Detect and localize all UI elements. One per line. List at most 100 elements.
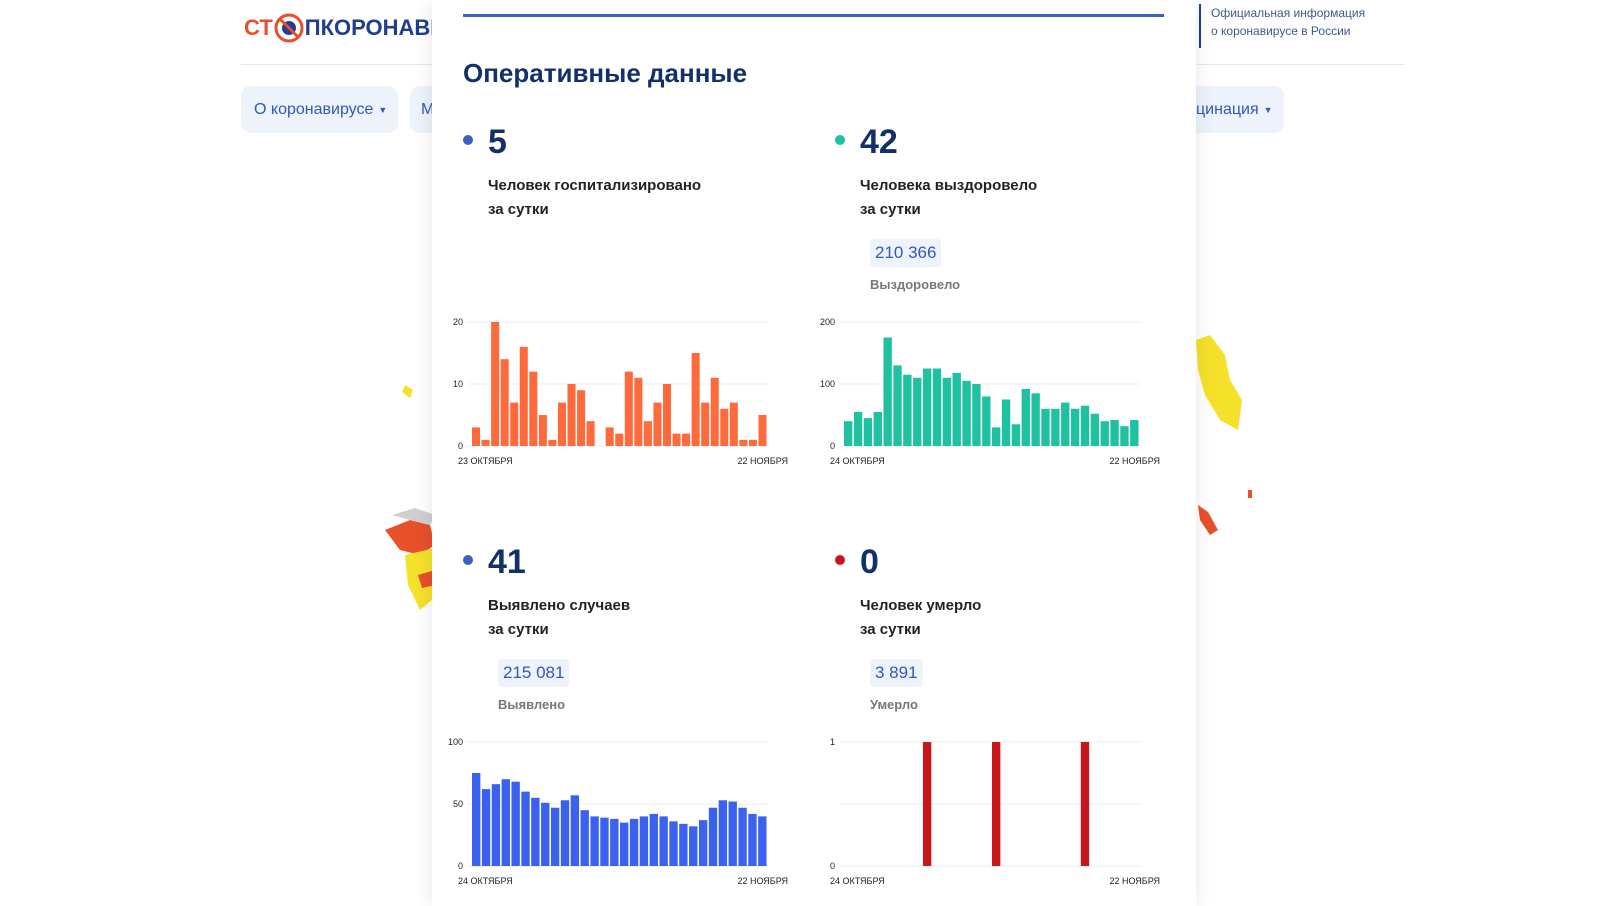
bar (481, 789, 491, 866)
bar (586, 421, 595, 446)
bar (701, 402, 710, 446)
bar (1110, 419, 1119, 446)
recovered-chart: 0 100 200 24 ОКТЯБРЯ 22 НОЯБРЯ (820, 317, 1160, 466)
modal-title: Оперативные данные (463, 58, 748, 88)
stat-label-line2: за сутки (488, 201, 549, 218)
y-tick-label: 0 (830, 441, 835, 451)
bar (1001, 399, 1011, 446)
y-tick-label: 200 (820, 317, 835, 327)
x-end-label: 22 НОЯБРЯ (737, 876, 788, 886)
bar (472, 427, 481, 446)
bar (669, 821, 678, 866)
bar (728, 801, 737, 866)
bar (720, 408, 729, 446)
bar (510, 402, 519, 446)
bar (653, 402, 662, 446)
bar (1100, 421, 1109, 446)
cases-chart: 0 50 100 24 ОКТЯБРЯ 22 НОЯБРЯ (448, 737, 788, 886)
bar (672, 433, 681, 446)
bar (624, 371, 633, 446)
y-tick-label: 50 (453, 799, 463, 809)
bar (531, 797, 540, 866)
stat-label-line2: за сутки (860, 201, 921, 218)
bar (634, 377, 643, 446)
bar (649, 813, 658, 866)
stat-value: 0 (860, 543, 879, 581)
y-tick-label: 0 (830, 861, 835, 871)
bar (600, 817, 609, 866)
bar (521, 791, 530, 866)
bar (844, 421, 853, 446)
bar (922, 742, 932, 866)
hospitalized-chart: 0 10 20 23 ОКТЯБРЯ 22 НОЯБРЯ (453, 317, 788, 466)
nav-vaccination[interactable]: цинация ▼ (1180, 86, 1284, 133)
bar (538, 415, 547, 446)
caret-down-icon: ▼ (1263, 104, 1273, 115)
stat-total: 215 081 (498, 659, 570, 687)
bar (610, 818, 619, 866)
info-line-1: Официальная информация (1211, 6, 1366, 20)
bar (1090, 413, 1100, 446)
bar (501, 779, 510, 866)
bar (639, 816, 649, 866)
official-info-box[interactable]: Официальная информация о коронавирусе в … (1199, 4, 1365, 48)
bar (972, 384, 981, 446)
x-end-label: 22 НОЯБРЯ (1109, 876, 1160, 886)
y-tick-label: 20 (453, 317, 463, 327)
x-start-label: 23 ОКТЯБРЯ (458, 456, 513, 466)
x-start-label: 24 ОКТЯБРЯ (830, 876, 885, 886)
nav-label: цинация (1196, 100, 1259, 118)
stat-value: 5 (488, 123, 507, 161)
stat-total-label: Выявлено (498, 697, 566, 712)
bar (615, 433, 624, 446)
bar (863, 418, 873, 446)
bar (913, 377, 922, 446)
bar (550, 807, 560, 866)
modal-top-bar (463, 14, 1164, 17)
series-dot (463, 135, 473, 145)
y-tick-label: 100 (820, 379, 835, 389)
bar (992, 427, 1001, 446)
bar (748, 439, 757, 446)
bar (679, 823, 688, 866)
bar (1080, 405, 1090, 446)
stat-label-line1: Человек умерло (860, 597, 982, 614)
bar (567, 384, 576, 446)
nav-about-coronavirus[interactable]: О коронавирусе ▼ (241, 86, 398, 133)
bar (491, 322, 500, 446)
bar (893, 365, 902, 446)
y-tick-label: 10 (453, 379, 463, 389)
bar (1080, 742, 1090, 866)
deaths-chart: 0 1 24 ОКТЯБРЯ 22 НОЯБРЯ (830, 737, 1160, 886)
series-dot (835, 135, 845, 145)
bar (605, 427, 614, 446)
bar (873, 411, 882, 446)
bar (982, 396, 991, 446)
bar (557, 402, 566, 446)
bar (748, 813, 757, 866)
bar (659, 816, 668, 866)
bar (548, 439, 557, 446)
region-map-right (1196, 335, 1252, 535)
bar (689, 826, 698, 866)
bar (577, 390, 586, 446)
bar (698, 820, 708, 866)
bar (952, 372, 961, 446)
bar (662, 384, 672, 446)
bar (942, 377, 952, 446)
site-logo[interactable]: СТ ПКОРОНАВИ (244, 8, 446, 48)
bar (629, 818, 639, 866)
bar (738, 807, 747, 866)
bar (570, 795, 580, 866)
bar (718, 800, 728, 866)
bar (1120, 426, 1129, 446)
bar (1130, 419, 1139, 446)
x-start-label: 24 ОКТЯБРЯ (830, 456, 885, 466)
bar (1051, 408, 1060, 446)
stat-total-label: Выздоровело (870, 277, 961, 292)
bar (620, 822, 629, 866)
region-map-left (385, 385, 438, 610)
stat-label: Человек госпитализировано за сутки (488, 174, 788, 222)
stat-label: Выявлено случаев за сутки (488, 594, 788, 642)
bar (500, 359, 509, 446)
